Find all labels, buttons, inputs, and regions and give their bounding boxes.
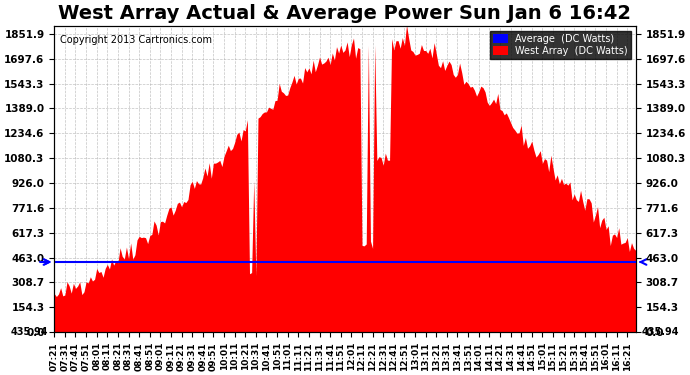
Legend: Average  (DC Watts), West Array  (DC Watts): Average (DC Watts), West Array (DC Watts…	[490, 31, 631, 59]
Text: Copyright 2013 Cartronics.com: Copyright 2013 Cartronics.com	[60, 35, 212, 45]
Text: 435.94: 435.94	[642, 327, 679, 337]
Title: West Array Actual & Average Power Sun Jan 6 16:42: West Array Actual & Average Power Sun Ja…	[59, 4, 631, 23]
Text: 435.94: 435.94	[11, 327, 48, 337]
